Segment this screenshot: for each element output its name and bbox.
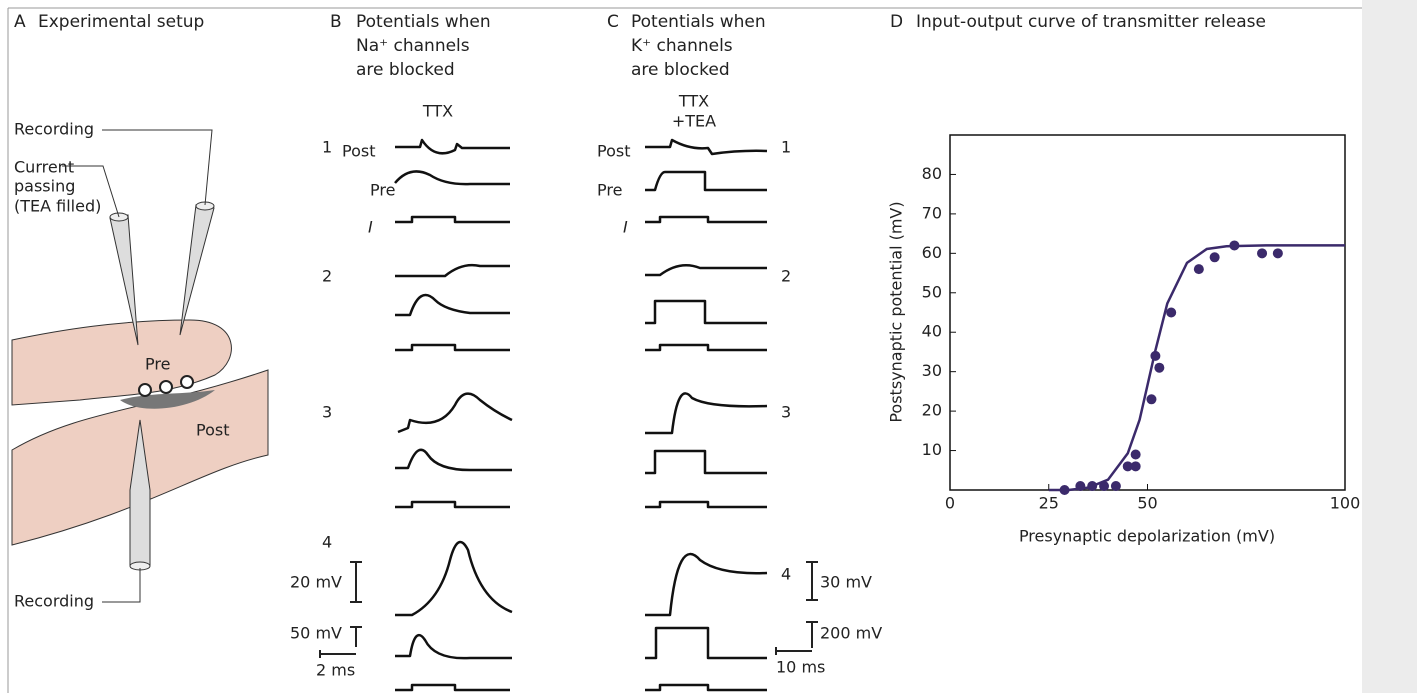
row-number: 1 — [781, 138, 791, 157]
y-tick-label: 30 — [922, 361, 942, 380]
traces — [394, 138, 768, 692]
trace — [645, 263, 767, 277]
y-tick-label: 40 — [922, 322, 942, 341]
trace — [395, 683, 510, 692]
label: passing — [14, 177, 75, 196]
trace — [645, 392, 768, 435]
data-point — [1154, 362, 1165, 373]
condition: +TEA — [672, 112, 716, 131]
scale-bar — [319, 561, 362, 658]
trace — [645, 299, 767, 325]
panel-title: Na⁺ channels — [356, 36, 470, 56]
trace — [645, 138, 768, 156]
data-point — [1130, 461, 1141, 472]
data-point — [1257, 248, 1268, 259]
trace — [395, 293, 510, 317]
panel-title: are blocked — [631, 60, 730, 80]
trace-label: I — [623, 218, 628, 237]
x-axis-label: Presynaptic depolarization (mV) — [1019, 527, 1275, 546]
panel-letter: B — [330, 12, 342, 32]
data-point — [1110, 481, 1121, 492]
row-number: 3 — [322, 403, 332, 422]
fit-curve — [1048, 244, 1345, 492]
trace — [645, 449, 767, 475]
data-point — [1272, 248, 1283, 259]
setup-diagram — [11, 129, 269, 603]
trace — [395, 215, 510, 224]
scale-label: 200 mV — [820, 624, 882, 643]
panel-letter: C — [607, 12, 619, 32]
scale-label: 10 ms — [776, 658, 825, 677]
y-axis-label: Postsynaptic potential (mV) — [887, 201, 906, 422]
row-number: 4 — [781, 565, 791, 584]
x-tick-label: 50 — [1137, 494, 1157, 513]
y-tick-label: 80 — [922, 164, 942, 183]
x-tick-label: 0 — [945, 494, 955, 513]
trace — [394, 170, 510, 186]
trace — [395, 500, 510, 509]
panel-title: Potentials when — [631, 12, 766, 32]
panel-letter: A — [14, 12, 26, 32]
row-number: 4 — [322, 533, 332, 552]
y-tick-label: 50 — [922, 282, 942, 301]
data-point — [1130, 449, 1141, 460]
condition: TTX — [678, 92, 709, 111]
label: Pre — [145, 355, 170, 374]
trace — [395, 633, 512, 660]
y-tick-label: 10 — [922, 440, 942, 459]
trace — [395, 343, 510, 352]
trace — [645, 683, 767, 692]
side-strip — [1362, 0, 1417, 693]
panel-letter: D — [890, 12, 903, 32]
label: Current — [14, 158, 74, 177]
data-point — [1193, 264, 1204, 275]
panel-title: K⁺ channels — [631, 36, 733, 56]
chart-title: Input-output curve of transmitter releas… — [916, 12, 1266, 32]
row-number: 2 — [322, 267, 332, 286]
row-number: 2 — [781, 267, 791, 286]
scale-bar — [775, 561, 818, 655]
trace — [645, 500, 767, 509]
x-tick-label: 25 — [1039, 494, 1059, 513]
scale-label: 50 mV — [290, 624, 342, 643]
row-number: 3 — [781, 403, 791, 422]
y-tick-label: 60 — [922, 243, 942, 262]
trace — [395, 263, 510, 278]
trace-label: Post — [342, 142, 375, 161]
row-number: 1 — [322, 138, 332, 157]
data-point — [1166, 307, 1177, 318]
data-point — [1122, 461, 1133, 472]
scale-label: 20 mV — [290, 573, 342, 592]
trace-label: I — [368, 218, 373, 237]
label: (TEA filled) — [14, 197, 101, 216]
scale-label: 30 mV — [820, 573, 872, 592]
data-point — [1209, 252, 1220, 263]
trace — [395, 540, 513, 617]
trace — [645, 552, 768, 617]
trace-label: Pre — [597, 181, 622, 200]
scale-label: 2 ms — [316, 661, 355, 680]
trace — [645, 215, 767, 224]
condition: TTX — [422, 102, 453, 121]
trace — [395, 138, 510, 155]
panel-title: Experimental setup — [38, 12, 204, 32]
trace-label: Pre — [370, 181, 395, 200]
y-tick-label: 70 — [922, 203, 942, 222]
plot-frame — [949, 134, 1346, 491]
panel-title: are blocked — [356, 60, 455, 80]
label: Recording — [14, 120, 94, 139]
label: Post — [196, 421, 229, 440]
label: Recording — [14, 592, 94, 611]
trace — [395, 448, 512, 472]
trace — [645, 626, 767, 660]
y-tick-label: 20 — [922, 401, 942, 420]
x-tick-label: 100 — [1330, 494, 1361, 513]
trace — [645, 170, 767, 192]
trace — [397, 392, 513, 434]
trace-label: Post — [597, 142, 630, 161]
panel-title: Potentials when — [356, 12, 491, 32]
trace — [645, 343, 767, 352]
data-point — [1146, 394, 1157, 405]
